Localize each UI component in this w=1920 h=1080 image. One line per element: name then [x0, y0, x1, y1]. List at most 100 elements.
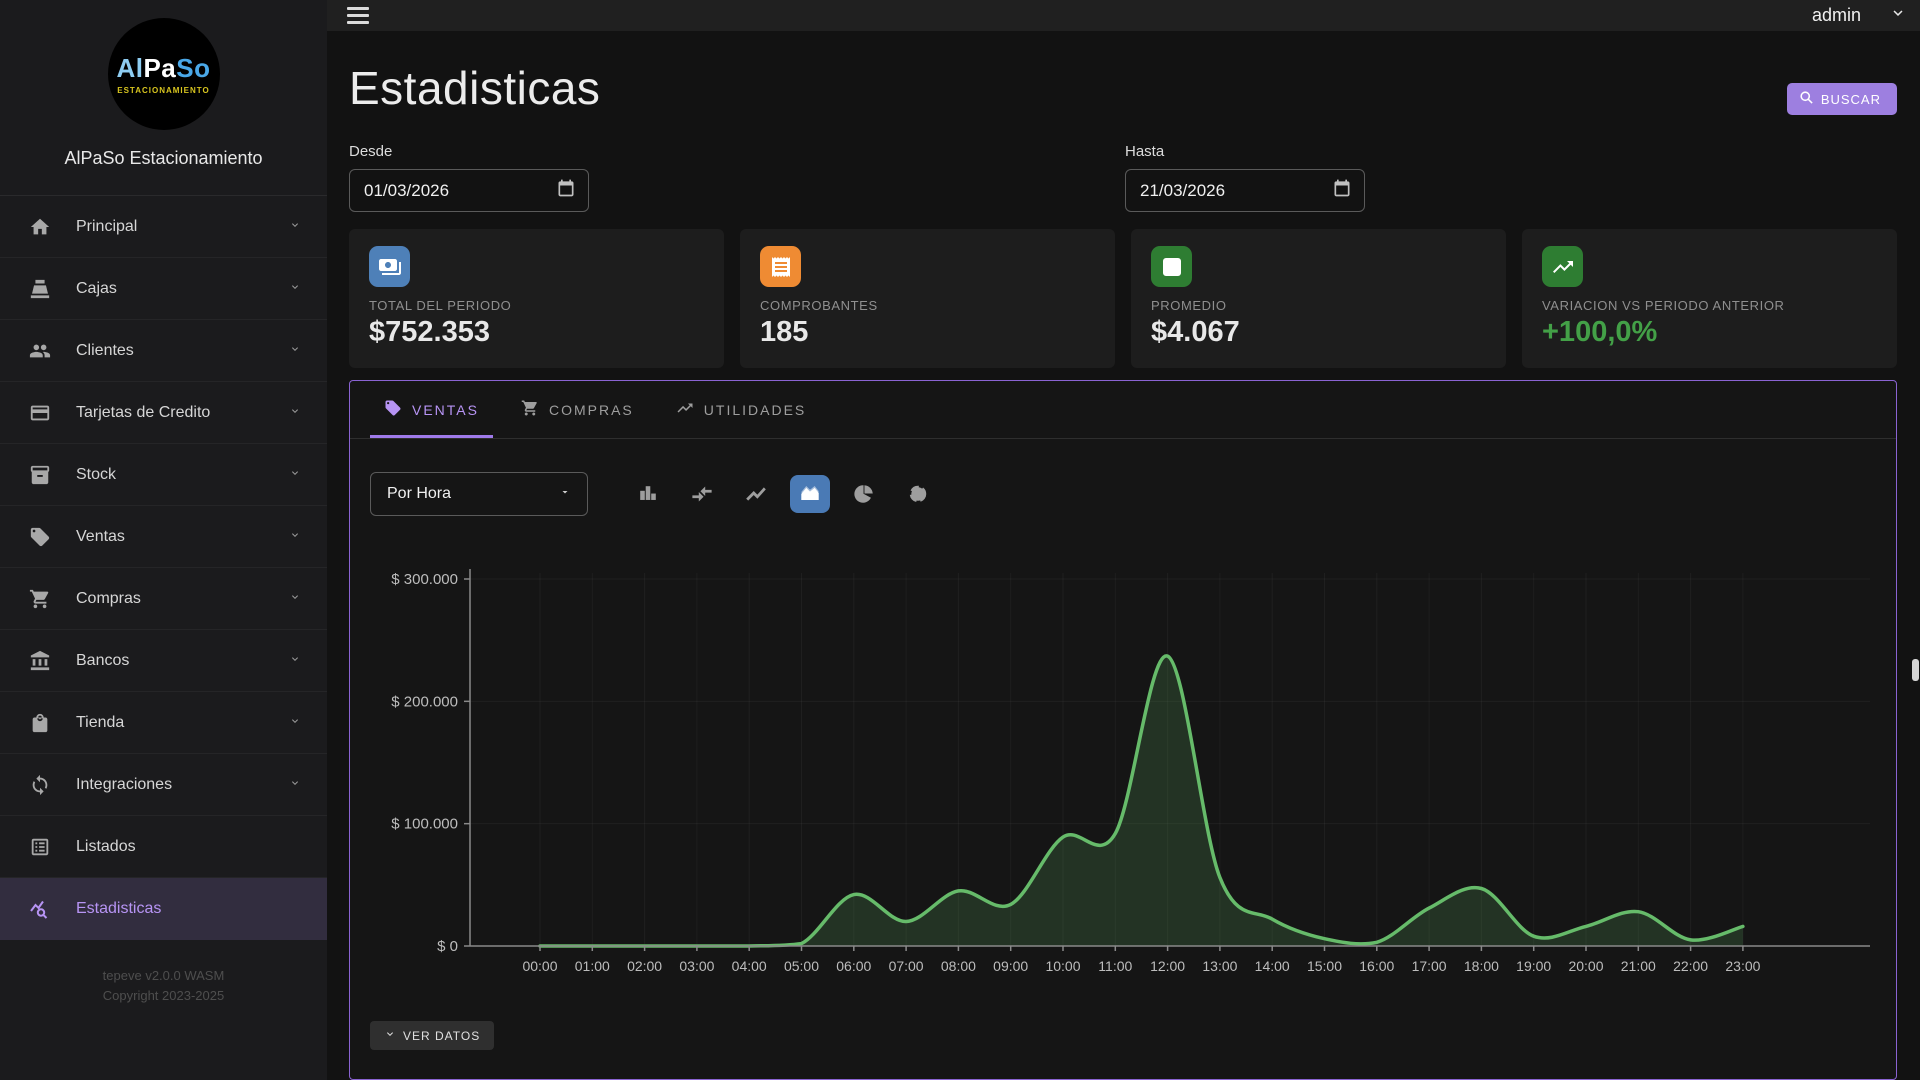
chevron-down-icon [289, 590, 301, 608]
sidebar-item-tarjetas[interactable]: Tarjetas de Credito [0, 382, 327, 444]
chevron-down-icon[interactable] [1889, 4, 1907, 27]
stat-label: VARIACION VS PERIODO ANTERIOR [1542, 298, 1785, 313]
analytics-icon [1151, 246, 1192, 287]
date-to-input[interactable] [1140, 180, 1310, 201]
cash-register-icon [28, 277, 52, 301]
people-icon [28, 339, 52, 363]
sidebar-item-label: Estadisticas [76, 899, 162, 917]
sidebar-item-estadisticas[interactable]: Estadisticas [0, 878, 327, 940]
chevron-down-icon [289, 280, 301, 298]
date-from-label: Desde [349, 143, 393, 160]
sidebar-item-integraciones[interactable]: Integraciones [0, 754, 327, 816]
svg-text:04:00: 04:00 [732, 958, 767, 974]
app-version: tepeve v2.0.0 WASM [102, 968, 225, 983]
stat-card-comprobantes: COMPROBANTES 185 [740, 229, 1115, 368]
area-chart-icon[interactable] [790, 475, 830, 513]
tab-label: COMPRAS [548, 401, 634, 418]
ver-datos-label: VER DATOS [403, 1028, 481, 1043]
copyright: Copyright 2023-2025 [102, 987, 225, 1003]
calendar-icon[interactable] [1332, 178, 1352, 203]
line-chart-icon[interactable] [736, 475, 776, 513]
sidebar-item-stock[interactable]: Stock [0, 444, 327, 506]
sidebar-item-principal[interactable]: Principal [0, 196, 327, 258]
buscar-button[interactable]: BUSCAR [1786, 83, 1897, 115]
svg-text:00:00: 00:00 [522, 958, 557, 974]
brand-logo-subtitle: ESTACIONAMIENTO [117, 86, 210, 95]
svg-text:11:00: 11:00 [1098, 958, 1132, 974]
svg-text:22:00: 22:00 [1673, 958, 1708, 974]
svg-text:$ 200.000: $ 200.000 [391, 693, 458, 710]
receipt-icon [760, 246, 801, 287]
scrollbar-thumb[interactable] [1912, 659, 1919, 681]
svg-text:21:00: 21:00 [1621, 958, 1656, 974]
sidebar-item-label: Stock [76, 465, 117, 483]
cart-icon [521, 399, 539, 420]
stat-label: COMPROBANTES [760, 298, 878, 313]
sidebar-menu: Principal Cajas Clientes Tarjetas de Cre… [0, 195, 327, 940]
date-from-input[interactable] [364, 180, 534, 201]
chevron-down-icon [289, 218, 301, 236]
sidebar: AlPaSo ESTACIONAMIENTO AlPaSo Estacionam… [0, 0, 327, 1080]
sales-area-chart: $ 0 $ 100.000 $ 200.000 $ 300.000 00:00 01:00… [370, 528, 1876, 993]
caret-down-icon [559, 485, 571, 503]
sidebar-item-compras[interactable]: Compras [0, 568, 327, 630]
trending-up-icon [1542, 246, 1583, 287]
bar-chart-icon[interactable] [628, 475, 668, 513]
tab-utilidades[interactable]: UTILIDADES [662, 381, 820, 438]
sidebar-item-cajas[interactable]: Cajas [0, 258, 327, 320]
svg-text:15:00: 15:00 [1307, 958, 1342, 974]
svg-text:13:00: 13:00 [1202, 958, 1237, 974]
svg-text:23:00: 23:00 [1725, 958, 1760, 974]
svg-text:10:00: 10:00 [1045, 958, 1080, 974]
tab-ventas[interactable]: VENTAS [370, 381, 493, 438]
date-to-field[interactable] [1125, 169, 1365, 212]
stat-card-promedio: PROMEDIO $4.067 [1131, 229, 1506, 368]
pie-chart-icon[interactable] [844, 475, 884, 513]
svg-text:14:00: 14:00 [1255, 958, 1290, 974]
trending-up-icon [676, 399, 694, 420]
brand-name: AlPaSo Estacionamiento [64, 148, 263, 168]
sidebar-footer: tepeve v2.0.0 WASM Copyright 2023-2025 [0, 966, 327, 1005]
sidebar-item-label: Tarjetas de Credito [76, 403, 211, 421]
sidebar-item-listados[interactable]: Listados [0, 816, 327, 878]
group-by-select[interactable]: Por Hora [370, 472, 588, 516]
tag-icon [28, 525, 52, 549]
compare-arrows-icon[interactable] [682, 475, 722, 513]
svg-text:$ 100.000: $ 100.000 [391, 816, 458, 833]
svg-text:03:00: 03:00 [679, 958, 714, 974]
sidebar-item-clientes[interactable]: Clientes [0, 320, 327, 382]
chart-panel: VENTAS COMPRAS UTILIDADES Por Hora [349, 380, 1897, 1080]
sidebar-item-label: Listados [76, 837, 136, 855]
svg-text:07:00: 07:00 [889, 958, 924, 974]
svg-text:05:00: 05:00 [784, 958, 819, 974]
donut-chart-icon[interactable] [898, 475, 938, 513]
sidebar-item-label: Integraciones [76, 775, 173, 793]
payments-icon [369, 246, 410, 287]
date-from-field[interactable] [349, 169, 589, 212]
svg-text:18:00: 18:00 [1464, 958, 1499, 974]
svg-text:09:00: 09:00 [993, 958, 1028, 974]
main-content: Estadisticas BUSCAR Desde Hasta [327, 31, 1920, 1080]
tabbar: VENTAS COMPRAS UTILIDADES [350, 381, 1896, 439]
date-to-label: Hasta [1125, 143, 1165, 160]
list-icon [28, 835, 52, 859]
cart-icon [28, 587, 52, 611]
sidebar-item-label: Compras [76, 589, 141, 607]
stat-value: $752.353 [369, 316, 490, 348]
sidebar-item-bancos[interactable]: Bancos [0, 630, 327, 692]
sidebar-item-ventas[interactable]: Ventas [0, 506, 327, 568]
calendar-icon[interactable] [556, 178, 576, 203]
svg-text:01:00: 01:00 [575, 958, 610, 974]
tab-label: UTILIDADES [703, 401, 807, 418]
ver-datos-button[interactable]: VER DATOS [370, 1021, 495, 1050]
user-menu[interactable]: admin [1811, 5, 1861, 25]
chevron-down-icon [289, 342, 301, 360]
stat-value: 185 [760, 316, 809, 348]
home-icon [28, 215, 52, 239]
sidebar-item-tienda[interactable]: Tienda [0, 692, 327, 754]
tab-compras[interactable]: COMPRAS [507, 381, 648, 438]
brand-logo-text: AlPaSo [116, 53, 211, 83]
chevron-down-icon [289, 652, 301, 670]
svg-text:16:00: 16:00 [1359, 958, 1394, 974]
hamburger-menu-icon[interactable] [347, 3, 369, 28]
